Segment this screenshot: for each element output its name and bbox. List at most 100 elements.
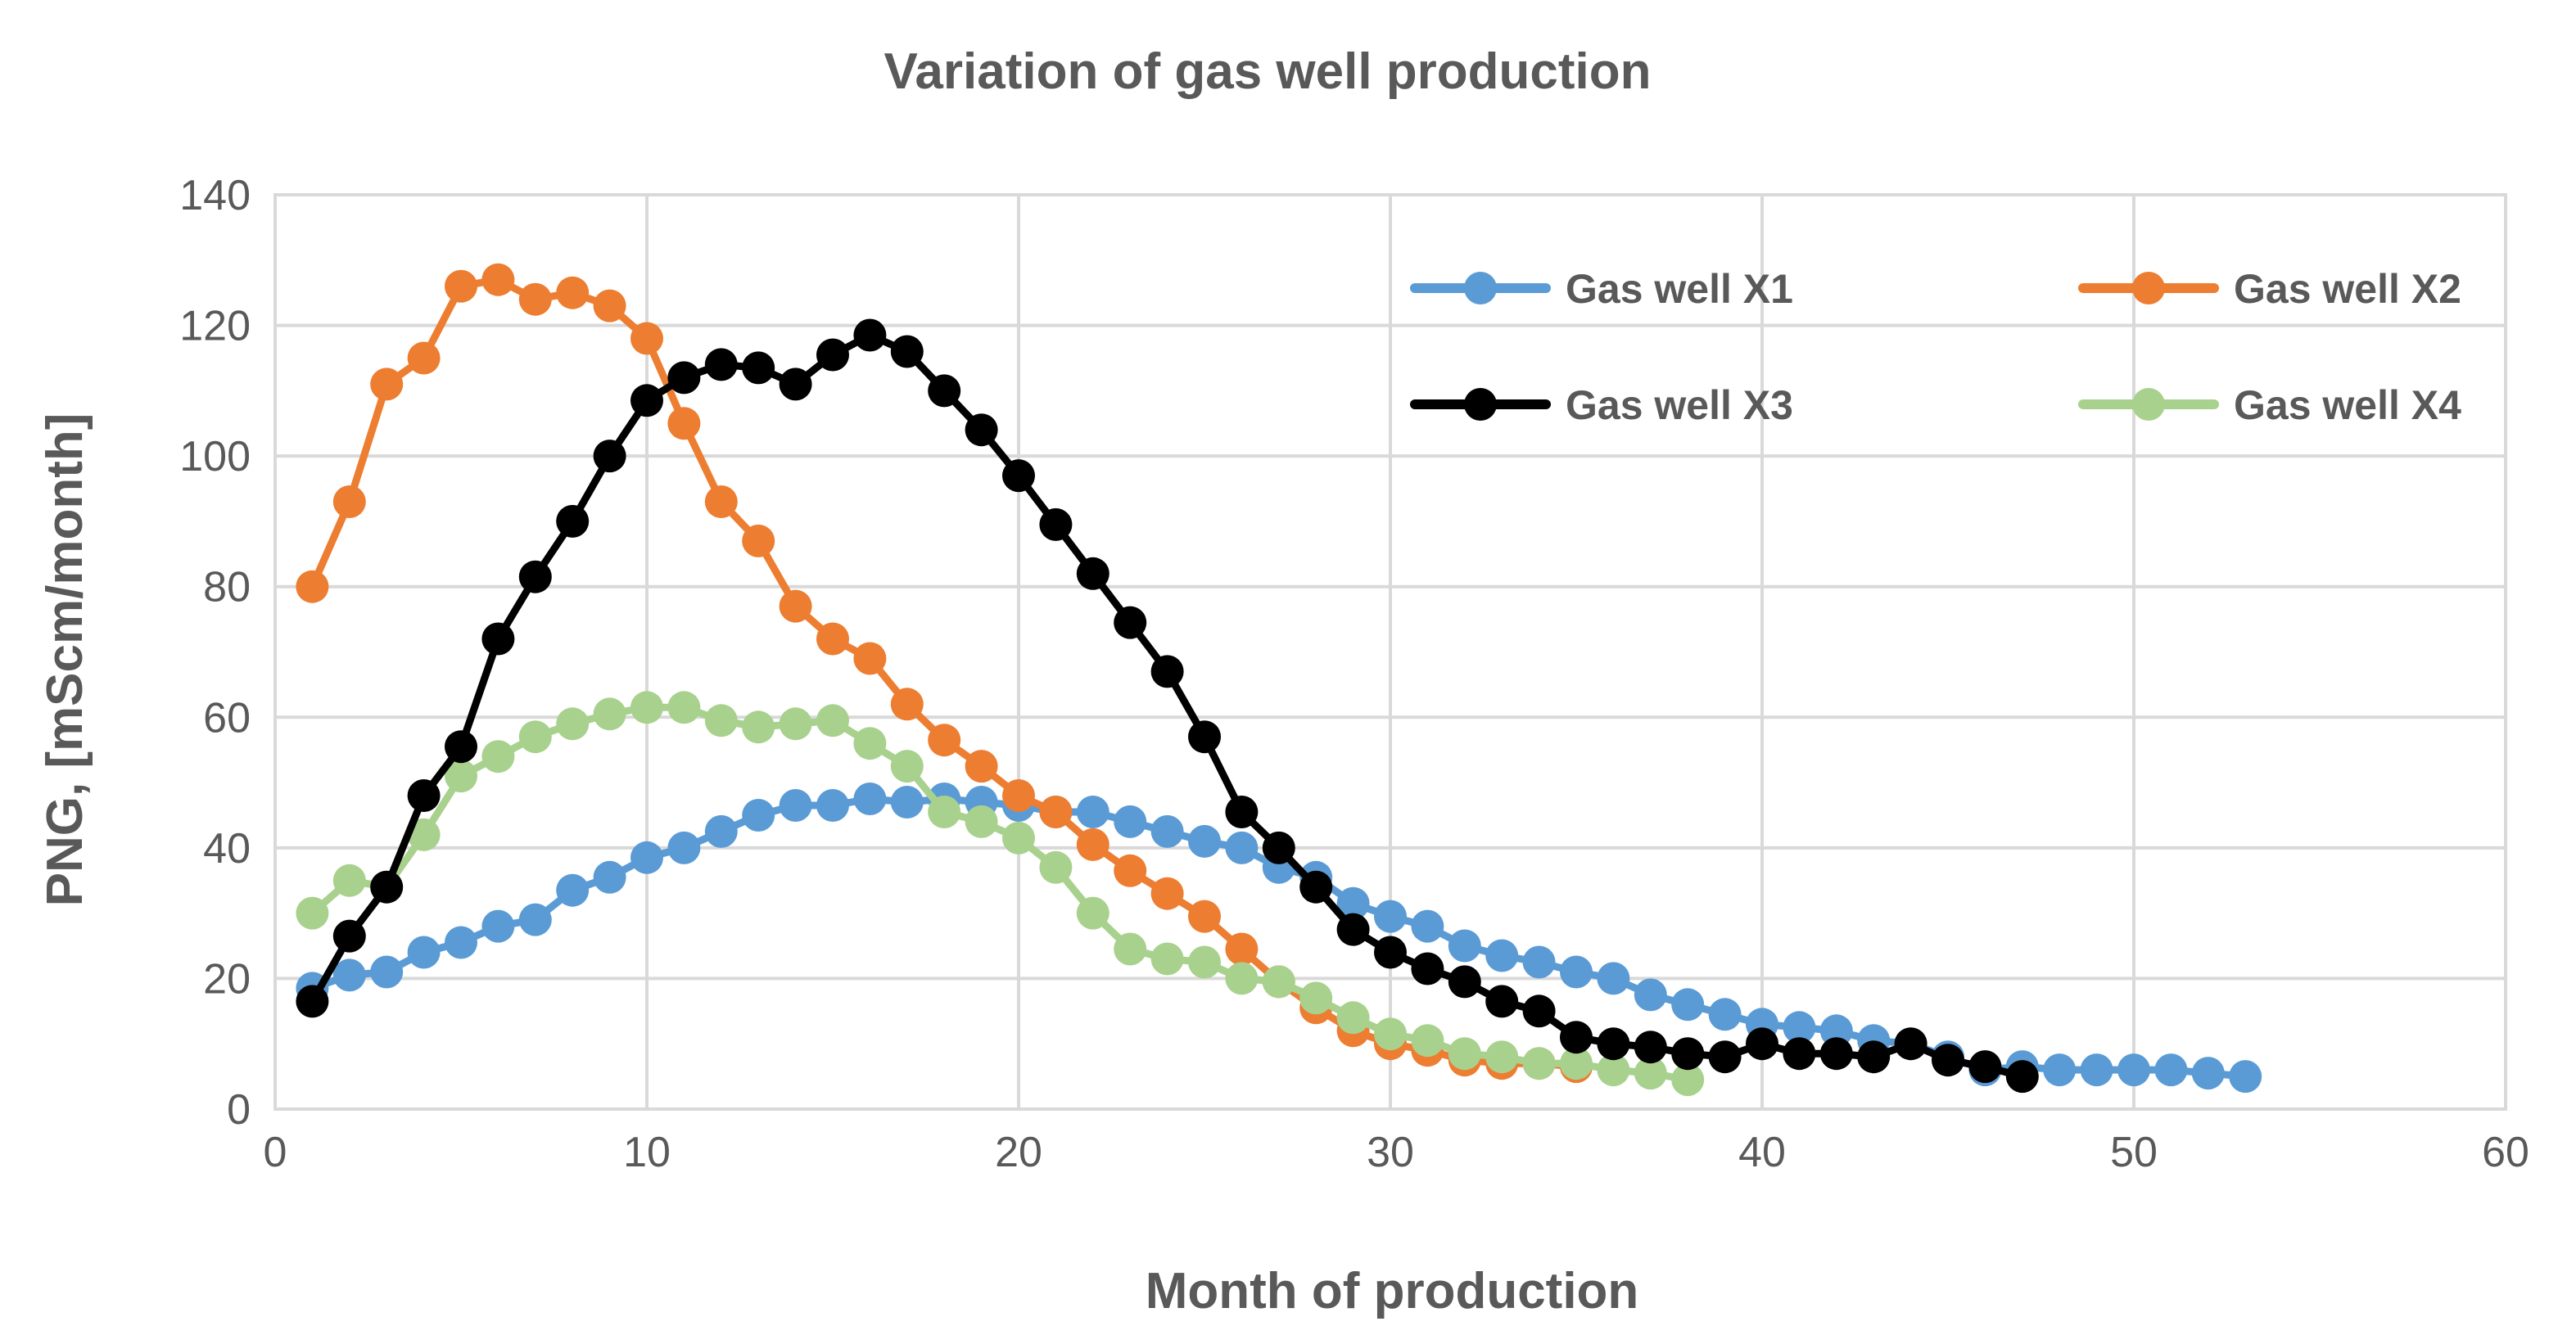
data-point [2005,1060,2039,1094]
data-point [370,870,404,904]
data-point [445,269,477,303]
data-point [1114,854,1147,887]
data-point [556,276,590,309]
data-point [332,958,366,992]
data-point [370,368,404,401]
data-point [1039,507,1073,541]
data-point [779,368,812,401]
data-point [630,322,663,355]
data-point [407,936,441,969]
data-point [481,740,515,773]
series-gas-well-x1 [296,782,2262,1094]
data-point [667,691,701,724]
data-point [965,750,998,783]
data-point [1448,1037,1481,1071]
data-point [1411,1024,1444,1058]
y-tick-label: 100 [179,433,251,480]
y-axis-label: PNG, [mScm/month] [37,413,93,907]
y-tick-label: 0 [227,1086,251,1134]
data-point [779,589,812,623]
data-point [853,782,887,815]
data-point [1076,828,1109,861]
series-gas-well-x3 [296,318,2039,1094]
data-point [407,341,441,375]
data-point [1114,805,1147,838]
data-point [1150,655,1184,688]
data-point [1708,1040,1742,1074]
data-point [518,560,552,593]
data-point [853,727,887,760]
data-point [853,318,887,352]
series-gas-well-x4 [296,691,1705,1097]
data-point [1485,939,1519,972]
data-point [1448,929,1481,963]
data-point [1150,877,1184,910]
data-point [1597,962,1630,995]
data-point [704,348,738,381]
x-tick-label: 40 [1738,1129,1786,1176]
data-point [1448,965,1481,999]
data-point [1114,606,1147,639]
data-point [332,864,366,897]
data-point [296,896,329,930]
y-tick-label: 20 [203,955,251,1003]
data-point [518,903,552,936]
data-point [1002,459,1035,493]
data-point [816,622,849,656]
data-point [407,779,441,812]
data-point [630,691,663,724]
data-point [407,818,441,851]
legend-marker [1464,388,1497,421]
data-point [481,622,515,656]
data-point [1039,850,1073,884]
data-point [1894,1027,1927,1061]
data-point [890,786,924,819]
legend-marker [1464,272,1497,304]
data-point [1634,1057,1667,1090]
data-point [1114,932,1147,966]
data-point [667,831,701,864]
data-point [1188,720,1221,754]
data-point [1597,1053,1630,1087]
data-point [2154,1053,2188,1087]
data-point [1225,932,1259,966]
data-point [667,407,701,440]
data-point [1932,1044,1964,1077]
data-point [1336,886,1370,920]
data-point [1671,1037,1705,1071]
data-point [667,361,701,395]
series-lines [296,263,2262,1097]
plot-area-border [273,193,2507,1111]
data-point [1411,952,1444,985]
data-point [1634,1031,1667,1064]
data-point [1522,994,1556,1028]
data-point [1299,981,1333,1015]
data-point [1819,1014,1853,1048]
data-point [853,642,887,675]
data-point [704,704,738,737]
data-point [2080,1053,2113,1087]
data-point [1597,1027,1630,1061]
data-point [332,485,366,518]
data-point [1039,796,1073,828]
data-point [630,841,663,874]
y-tick-label: 80 [203,564,251,611]
data-point [1299,870,1333,904]
data-point [816,338,849,372]
legend-marker [2132,272,2165,304]
legend-item-gas-well-x2: Gas well X2 [2078,266,2461,312]
y-tick-label: 60 [203,694,251,742]
data-point [630,384,663,417]
data-point [779,789,812,822]
data-point [816,704,849,737]
data-point [1560,955,1593,989]
x-tick-label: 20 [995,1129,1042,1176]
data-point [1783,1037,1816,1071]
data-point [1188,824,1221,858]
data-point [1485,985,1519,1018]
data-point [2117,1053,2150,1087]
data-point [742,351,775,385]
data-point [2191,1057,2225,1090]
data-point [1225,962,1259,995]
